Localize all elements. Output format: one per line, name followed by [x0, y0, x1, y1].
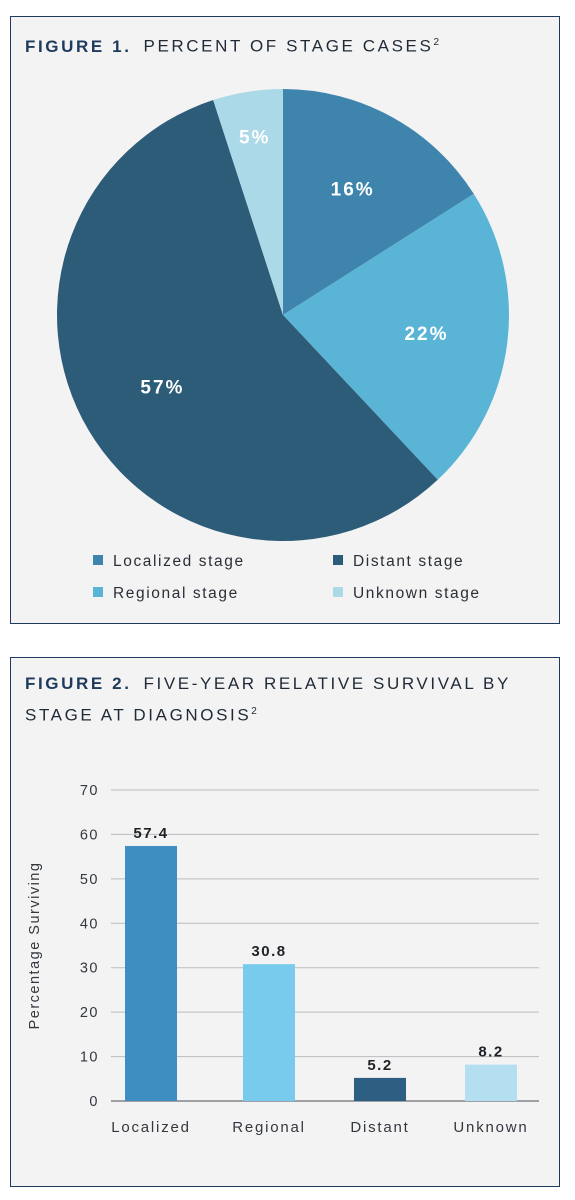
- pie-slice-regional-stage: [283, 193, 510, 480]
- bar-value-label-localized: 57.4: [133, 825, 168, 842]
- legend-swatch: [93, 554, 103, 565]
- legend-item-localized-stage: Localized stage: [93, 553, 245, 571]
- legend-label: Regional stage: [113, 585, 239, 602]
- pie-slice-distant-stage: [57, 100, 438, 541]
- legend-label: Distant stage: [353, 553, 465, 570]
- bar-localized: [125, 845, 177, 1101]
- figure2-title: FIGURE 2. FIVE-YEAR RELATIVE SURVIVAL BY …: [25, 670, 549, 730]
- pie-label-distant-stage: 57%: [140, 377, 184, 398]
- y-tick-label-60: 60: [80, 827, 99, 843]
- pie-label-unknown-stage: 5%: [239, 127, 270, 148]
- x-tick-label-regional: Regional: [232, 1119, 306, 1136]
- bar-distant: [354, 1077, 406, 1101]
- x-tick-label-distant: Distant: [350, 1119, 409, 1136]
- figure2-title-text: FIVE-YEAR RELATIVE SURVIVAL BY STAGE AT …: [25, 674, 511, 725]
- bar-chart: 0 10 20 30 40 50 60 70 Percentage Surviving 57.4 L…: [27, 783, 539, 1136]
- figure1-title-text: PERCENT OF STAGE CASES: [143, 36, 434, 56]
- y-tick-label-70: 70: [80, 783, 99, 799]
- figure2-label: FIGURE 2.: [25, 674, 132, 693]
- y-tick-label-40: 40: [80, 916, 99, 932]
- legend-label: Localized stage: [113, 553, 245, 570]
- legend-item-distant-stage: Distant stage: [333, 553, 464, 571]
- figure1-title: FIGURE 1. PERCENT OF STAGE CASES2: [25, 29, 549, 61]
- pie-chart: 16% 22% 57% 5%: [57, 89, 510, 541]
- x-tick-label-unknown: Unknown: [453, 1119, 528, 1136]
- legend-swatch: [93, 586, 103, 597]
- y-tick-label-50: 50: [80, 872, 99, 888]
- bar-value-label-regional: 30.8: [251, 943, 286, 960]
- legend-item-regional-stage: Regional stage: [93, 585, 239, 603]
- y-tick-label-10: 10: [80, 1050, 99, 1066]
- bar-value-label-unknown: 8.2: [478, 1044, 503, 1061]
- pie-slice-unknown-stage: [213, 89, 283, 315]
- pie-slice-localized-stage: [283, 89, 474, 315]
- pie-label-regional-stage: 22%: [404, 324, 448, 345]
- y-tick-label-30: 30: [80, 961, 99, 977]
- figure2-superscript: 2: [251, 706, 257, 717]
- figure1-panel: FIGURE 1. PERCENT OF STAGE CASES2 16% 22% 5…: [10, 16, 560, 624]
- pie-label-localized-stage: 16%: [331, 179, 375, 200]
- figure2-panel: FIGURE 2. FIVE-YEAR RELATIVE SURVIVAL BY …: [10, 657, 560, 1187]
- legend-label: Unknown stage: [353, 585, 481, 602]
- y-tick-label-0: 0: [89, 1094, 99, 1110]
- legend-item-unknown-stage: Unknown stage: [333, 585, 481, 603]
- y-tick-label-20: 20: [80, 1005, 99, 1021]
- y-axis-label: Percentage Surviving: [27, 862, 43, 1030]
- bar-value-label-distant: 5.2: [367, 1057, 392, 1074]
- bar-unknown: [465, 1064, 517, 1101]
- x-tick-label-localized: Localized: [111, 1119, 191, 1136]
- legend-swatch: [333, 554, 343, 565]
- figure1-label: FIGURE 1.: [25, 36, 132, 56]
- figure1-superscript: 2: [433, 37, 439, 48]
- bar-regional: [243, 964, 295, 1101]
- legend-swatch: [333, 586, 343, 597]
